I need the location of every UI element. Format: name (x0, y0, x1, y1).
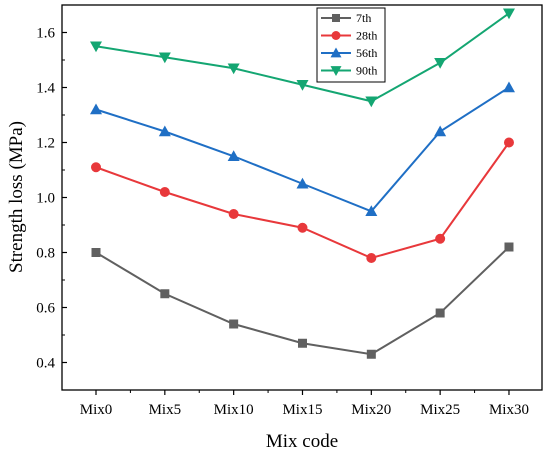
data-point (365, 96, 378, 108)
series-layer (90, 8, 515, 359)
legend-marker (332, 14, 340, 22)
y-tick-label: 1.2 (36, 136, 55, 152)
series-line (95, 141, 510, 260)
y-tick-label: 0.6 (36, 301, 55, 317)
series-line (95, 86, 510, 213)
x-tick-label: Mix20 (351, 402, 391, 418)
data-point (435, 233, 446, 244)
y-tick-label: 1.4 (36, 81, 55, 97)
data-point (503, 137, 514, 148)
x-tick-label: Mix5 (149, 402, 182, 418)
data-point (159, 187, 170, 197)
data-point (365, 205, 378, 217)
x-tick-label: Mix25 (420, 402, 460, 418)
x-tick-label: Mix15 (282, 402, 322, 418)
data-point (502, 8, 515, 20)
legend-marker (330, 66, 342, 76)
series-line (95, 246, 510, 356)
data-point (434, 125, 447, 137)
data-point (502, 81, 515, 93)
x-axis-title: Mix code (266, 431, 338, 452)
data-point (160, 289, 170, 299)
y-axis-ticks: 0.4 0.6 0.8 1.0 1.2 1.4 1.6 (36, 4, 67, 391)
data-point (227, 63, 240, 75)
y-tick-label: 0.8 (36, 246, 55, 262)
data-point (297, 338, 307, 348)
data-point (90, 41, 102, 53)
data-point (435, 308, 445, 318)
legend: 7th 28th 56th 90th (316, 7, 386, 83)
data-point (366, 253, 377, 263)
data-point (296, 177, 309, 189)
legend-marker (331, 31, 341, 40)
x-tick-label: Mix30 (489, 402, 529, 418)
x-tick-label: Mix0 (80, 402, 113, 418)
series-7th (91, 242, 514, 359)
data-point (227, 150, 240, 162)
legend-label: 7th (356, 11, 371, 25)
x-tick-label: Mix10 (214, 402, 254, 418)
data-point (366, 349, 376, 359)
data-point (434, 57, 447, 69)
y-axis-title: Strength loss (MPa) (6, 121, 27, 273)
legend-label: 56th (356, 46, 377, 60)
x-axis-ticks: Mix0 Mix5 Mix10 Mix15 Mix20 Mix25 Mix30 (80, 390, 529, 418)
legend-marker (330, 47, 342, 58)
data-point (297, 222, 308, 233)
legend-label: 28th (356, 29, 377, 43)
series-56th (90, 81, 515, 217)
data-point (158, 125, 171, 137)
legend-label: 90th (356, 64, 377, 78)
data-point (90, 103, 102, 115)
y-tick-label: 1.6 (36, 26, 55, 42)
data-point (91, 248, 101, 257)
data-point (296, 79, 309, 91)
data-point (504, 242, 514, 252)
series-28th (91, 137, 514, 263)
y-tick-label: 0.4 (36, 356, 55, 372)
data-point (229, 319, 239, 329)
series-90th (90, 8, 515, 108)
data-point (91, 162, 101, 173)
y-tick-label: 1.0 (36, 191, 55, 207)
data-point (158, 52, 171, 64)
data-point (228, 209, 239, 219)
